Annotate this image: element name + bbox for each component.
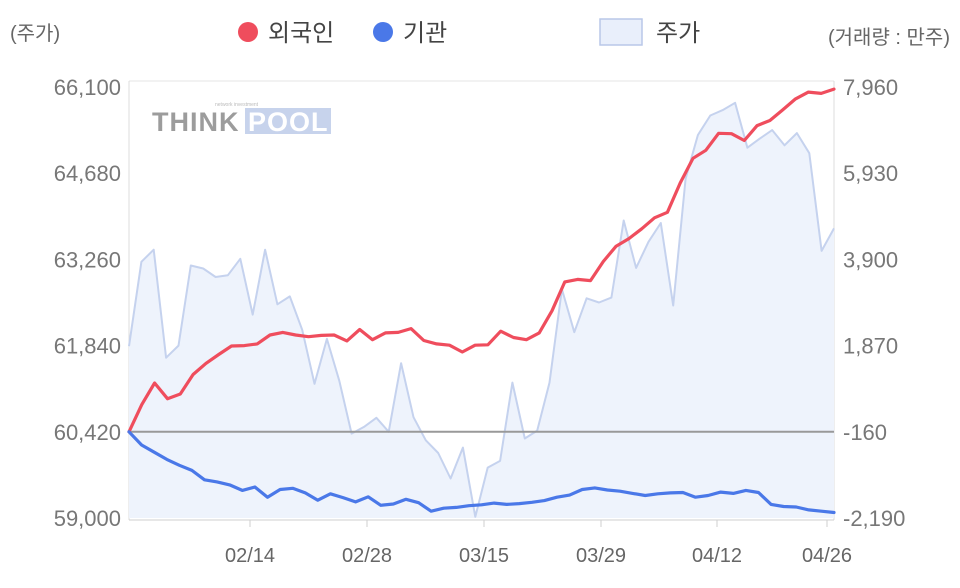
right-tick-label: 7,960: [843, 75, 898, 100]
x-tick-label: 03/29: [576, 545, 626, 567]
thinkpool-watermark: network investment THINK POOL: [152, 102, 331, 137]
right-tick-label: -2,190: [843, 506, 905, 531]
right-tick-label: 3,900: [843, 247, 898, 272]
x-tick-label: 03/15: [459, 545, 509, 567]
x-tick-label: 02/28: [342, 545, 392, 567]
axis-layer: 66,100 64,680 63,260 61,840 60,420 59,000 7,96…: [54, 75, 906, 567]
left-tick-label: 64,680: [54, 161, 121, 186]
legend-price-marker: [599, 18, 643, 46]
foreign-line: [127, 87, 836, 434]
right-tick-label: 5,930: [843, 161, 898, 186]
svg-text:network investment: network investment: [215, 102, 259, 108]
price-area: [129, 102, 834, 519]
legend-institution-label: 기관: [403, 20, 447, 47]
left-tick-label: 61,840: [54, 334, 121, 359]
left-tick-label: 60,420: [54, 420, 121, 445]
x-tick-label: 02/14: [225, 545, 275, 567]
watermark-think: THINK: [152, 107, 240, 137]
series-layer: [127, 87, 836, 519]
legend-price-label: 주가: [656, 20, 700, 47]
left-tick-label: 63,260: [54, 247, 121, 272]
right-tick-label: 1,870: [843, 334, 898, 359]
x-tick-label: 04/12: [692, 545, 742, 567]
institution-line: [127, 430, 836, 515]
legend-foreign-label: 외국인: [268, 20, 334, 47]
watermark-pool: POOL: [248, 107, 329, 137]
legend: 외국인 기관 주가: [238, 18, 700, 47]
right-unit-label: (거래량 : 만주): [828, 26, 950, 49]
legend-institution-marker: [373, 22, 393, 42]
right-tick-label: -160: [843, 420, 887, 445]
price-line: [128, 101, 835, 518]
left-tick-label: 59,000: [54, 506, 121, 531]
left-tick-label: 66,100: [54, 75, 121, 100]
legend-foreign-marker: [238, 22, 258, 42]
left-unit-label: (주가): [10, 22, 60, 45]
x-tick-label: 04/26: [802, 545, 852, 567]
